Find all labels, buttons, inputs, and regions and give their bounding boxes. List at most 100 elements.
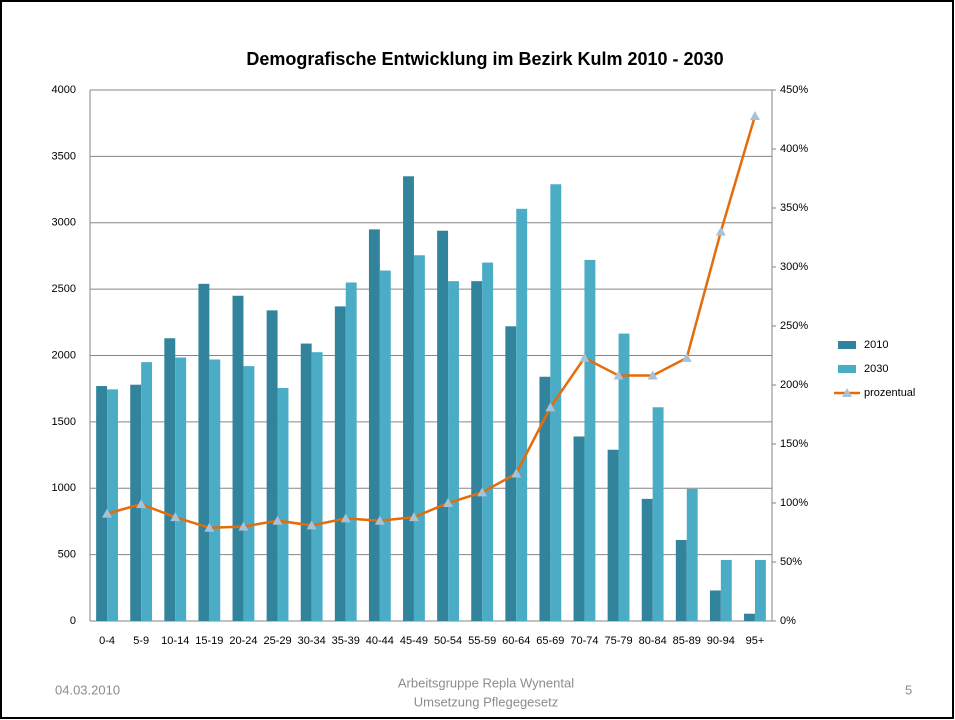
- bar: [379, 270, 391, 621]
- x-tick-label: 25-29: [263, 635, 291, 647]
- bar: [334, 306, 346, 621]
- y2-tick-label: 300%: [780, 261, 808, 273]
- y2-tick-label: 250%: [780, 320, 808, 332]
- line-marker: [408, 512, 419, 522]
- x-tick-label: 10-14: [161, 635, 189, 647]
- bar: [652, 407, 664, 621]
- line-marker: [170, 512, 181, 522]
- y2-tick-label: 50%: [780, 556, 802, 568]
- bar: [198, 283, 210, 621]
- line-marker: [647, 370, 658, 380]
- y-tick-label: 1500: [52, 416, 76, 428]
- y-tick-label: 2500: [52, 283, 76, 295]
- y-tick-label: 3000: [52, 217, 76, 229]
- footer-date: 04.03.2010: [55, 682, 120, 697]
- footer-page: 5: [905, 682, 912, 697]
- y2-tick-label: 450%: [780, 84, 808, 96]
- bar: [130, 384, 142, 621]
- line-marker: [511, 468, 522, 478]
- y-tick-label: 2000: [52, 349, 76, 361]
- bar: [413, 255, 425, 621]
- line-marker: [579, 352, 590, 362]
- bar: [744, 613, 755, 621]
- legend-label: prozentual: [864, 387, 915, 399]
- x-tick-label: 80-84: [639, 635, 667, 647]
- line-marker: [238, 521, 249, 531]
- y-tick-label: 500: [58, 549, 76, 561]
- bar: [107, 389, 118, 621]
- x-tick-label: 95+: [746, 635, 765, 647]
- bar: [482, 262, 494, 621]
- x-tick-label: 70-74: [570, 635, 598, 647]
- bar: [584, 259, 596, 621]
- bar: [345, 282, 357, 621]
- bar: [209, 359, 221, 621]
- bar: [141, 362, 153, 621]
- line-marker: [340, 513, 351, 523]
- x-tick-label: 90-94: [707, 635, 735, 647]
- bar: [618, 333, 630, 621]
- bar: [300, 343, 312, 621]
- x-tick-label: 35-39: [332, 635, 360, 647]
- x-tick-label: 65-69: [536, 635, 564, 647]
- line-marker: [715, 226, 726, 236]
- line-marker: [681, 352, 692, 362]
- x-tick-label: 30-34: [298, 635, 326, 647]
- line: [106, 115, 757, 530]
- bar: [243, 366, 255, 621]
- line-marker: [545, 402, 556, 412]
- footer-center: Umsetzung Pflegegesetz: [414, 694, 559, 709]
- bar: [175, 357, 187, 621]
- bar: [686, 488, 698, 621]
- x-tick-label: 40-44: [366, 635, 394, 647]
- line-marker: [272, 515, 283, 525]
- bar: [505, 326, 517, 621]
- line-marker: [477, 487, 488, 497]
- bar: [607, 449, 619, 621]
- x-tick-label: 20-24: [229, 635, 257, 647]
- bar: [675, 540, 687, 621]
- y2-tick-label: 350%: [780, 202, 808, 214]
- x-tick-label: 5-9: [133, 635, 149, 647]
- y2-tick-label: 150%: [780, 438, 808, 450]
- y2-tick-label: 0%: [780, 615, 796, 627]
- bar: [368, 229, 380, 621]
- bar: [641, 498, 653, 621]
- line-marker: [613, 370, 624, 380]
- bar: [550, 184, 562, 621]
- legend-label: 2010: [864, 339, 888, 351]
- bar: [573, 436, 585, 621]
- x-tick-label: 60-64: [502, 635, 530, 647]
- legend-swatch: [838, 365, 856, 373]
- x-tick-label: 75-79: [604, 635, 632, 647]
- bar: [709, 590, 721, 621]
- line-marker: [102, 508, 113, 518]
- y-tick-label: 1000: [52, 482, 76, 494]
- bar: [403, 176, 414, 621]
- y-tick-label: 3500: [52, 150, 76, 162]
- bar: [516, 208, 528, 621]
- bar: [96, 386, 108, 621]
- bar: [720, 559, 732, 621]
- bar: [437, 230, 449, 621]
- x-tick-label: 0-4: [99, 635, 115, 647]
- line-marker: [136, 499, 147, 509]
- legend-marker: [842, 388, 852, 397]
- x-tick-label: 45-49: [400, 635, 428, 647]
- line-marker: [749, 110, 760, 120]
- y-tick-label: 0: [70, 615, 76, 627]
- y-tick-label: 4000: [52, 84, 76, 96]
- x-tick-label: 15-19: [195, 635, 223, 647]
- legend-label: 2030: [864, 363, 888, 375]
- legend-swatch: [838, 341, 856, 349]
- bar: [164, 338, 176, 621]
- bar: [471, 281, 483, 621]
- chart-title: Demografische Entwicklung im Bezirk Kulm…: [246, 49, 723, 69]
- y2-tick-label: 200%: [780, 379, 808, 391]
- x-tick-label: 50-54: [434, 635, 462, 647]
- bar: [277, 388, 289, 621]
- bar: [266, 310, 278, 621]
- line-marker: [306, 520, 317, 530]
- bar: [232, 295, 244, 621]
